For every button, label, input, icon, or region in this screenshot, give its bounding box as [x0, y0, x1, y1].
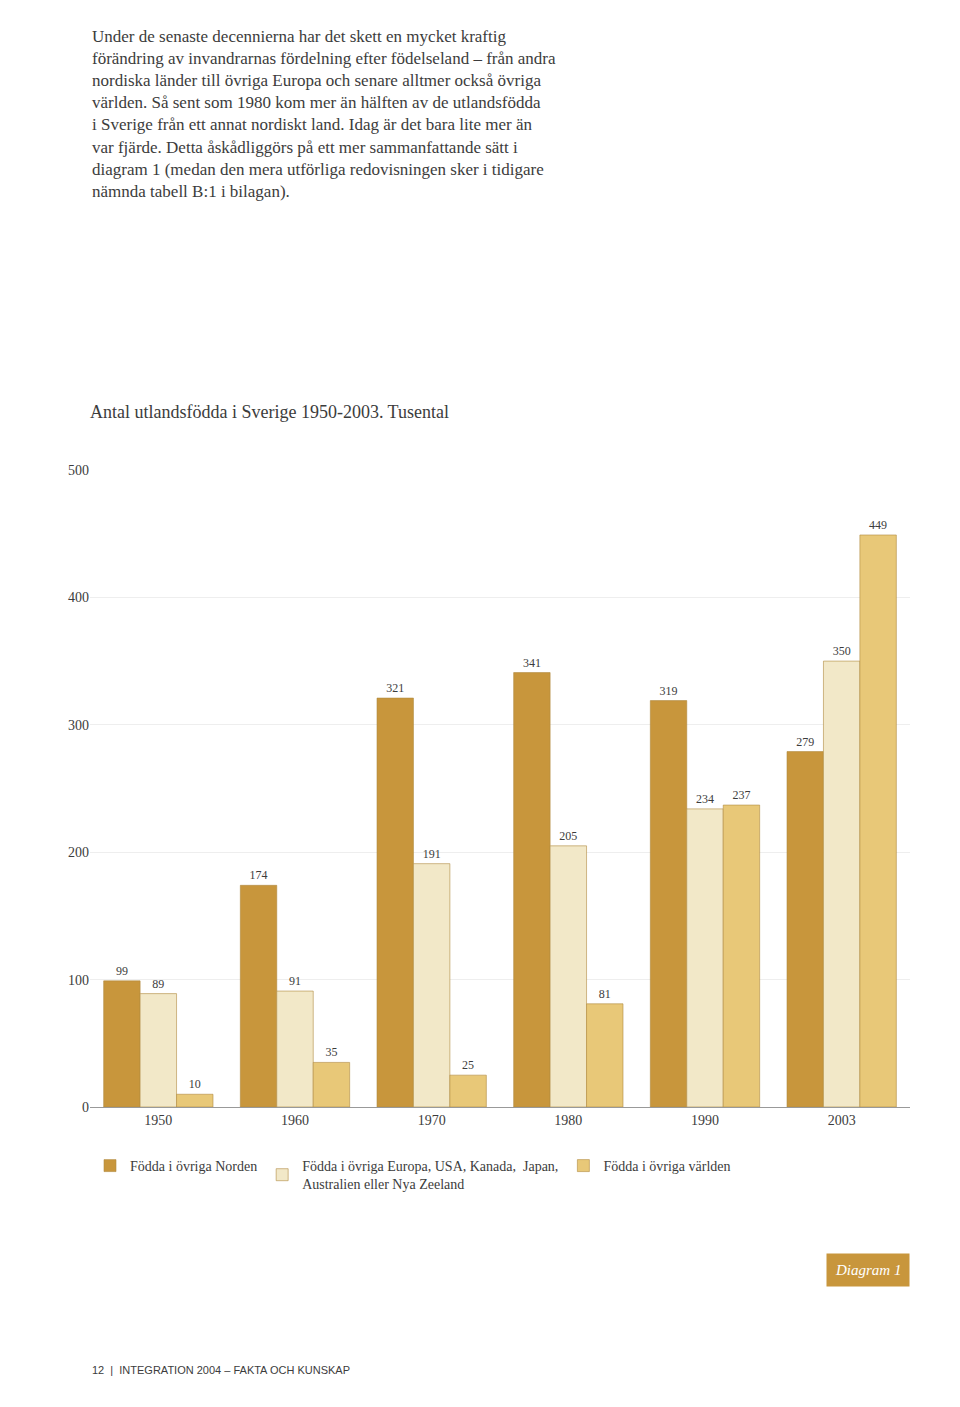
- svg-text:1990: 1990: [691, 1113, 719, 1128]
- svg-text:Antal utlandsfödda i Sverige 1: Antal utlandsfödda i Sverige 1950-2003. …: [90, 402, 449, 422]
- svg-text:300: 300: [68, 718, 89, 733]
- svg-text:341: 341: [523, 656, 541, 670]
- svg-text:91: 91: [289, 974, 301, 988]
- svg-text:Födda i övriga världen: Födda i övriga världen: [603, 1159, 730, 1174]
- svg-text:81: 81: [599, 987, 611, 1001]
- svg-text:35: 35: [325, 1045, 337, 1059]
- svg-text:10: 10: [189, 1077, 201, 1091]
- svg-text:25: 25: [462, 1058, 474, 1072]
- svg-text:Diagram 1: Diagram 1: [835, 1262, 901, 1278]
- svg-text:234: 234: [696, 792, 714, 806]
- svg-text:Födda i övriga Norden: Födda i övriga Norden: [130, 1159, 257, 1174]
- svg-text:279: 279: [796, 735, 814, 749]
- svg-text:Under de senaste decennierna h: Under de senaste decennierna har det ske…: [92, 27, 556, 201]
- svg-text:12 | INTEGRATION 2004 – FAKT: 12 | INTEGRATION 2004 – FAKTA OCH KUNSKA…: [92, 1364, 350, 1376]
- svg-text:500: 500: [68, 463, 89, 478]
- svg-text:1980: 1980: [554, 1113, 582, 1128]
- svg-text:100: 100: [68, 973, 89, 988]
- svg-text:237: 237: [732, 788, 750, 802]
- svg-text:0: 0: [82, 1100, 89, 1115]
- svg-text:1970: 1970: [418, 1113, 446, 1128]
- svg-text:200: 200: [68, 845, 89, 860]
- svg-text:2003: 2003: [828, 1113, 856, 1128]
- svg-text:99: 99: [116, 964, 128, 978]
- svg-text:191: 191: [423, 847, 441, 861]
- svg-text:350: 350: [833, 644, 851, 658]
- svg-text:205: 205: [559, 829, 577, 843]
- svg-text:89: 89: [152, 977, 164, 991]
- svg-text:Födda i övriga Europa, USA, Ka: Födda i övriga Europa, USA, Kanada, Japa…: [302, 1159, 558, 1192]
- svg-text:319: 319: [660, 684, 678, 698]
- svg-text:449: 449: [869, 518, 887, 532]
- svg-text:1950: 1950: [144, 1113, 172, 1128]
- svg-text:174: 174: [250, 868, 268, 882]
- svg-text:400: 400: [68, 590, 89, 605]
- svg-text:1960: 1960: [281, 1113, 309, 1128]
- svg-text:321: 321: [386, 681, 404, 695]
